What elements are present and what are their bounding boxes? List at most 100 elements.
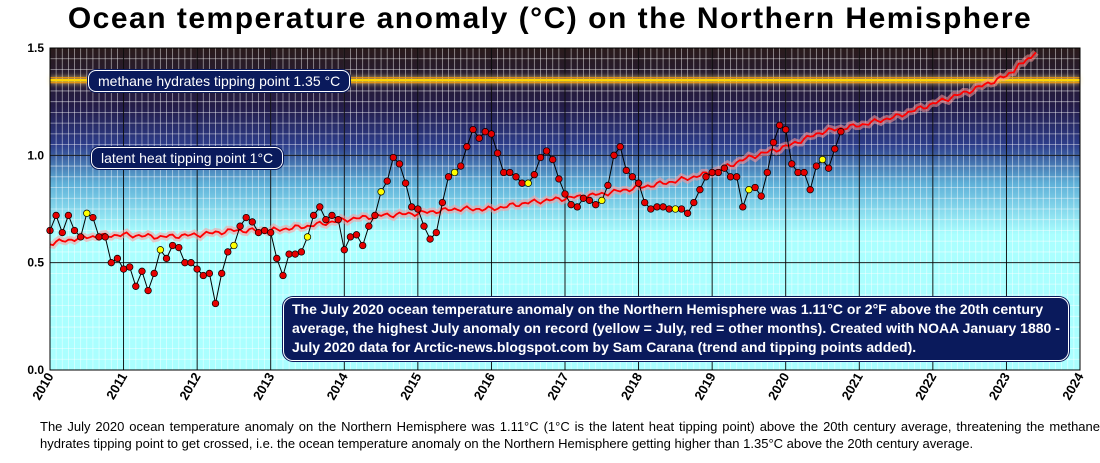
trend-line (49, 50, 1039, 249)
latent-heat-tipping-label: latent heat tipping point 1°C (91, 147, 284, 169)
month-data-point (132, 282, 140, 290)
month-data-point (782, 125, 790, 134)
month-data-point (720, 164, 729, 172)
month-data-point (334, 216, 342, 224)
month-data-point (297, 248, 306, 256)
month-data-point (579, 194, 588, 202)
month-data-point (211, 299, 220, 308)
month-data-point (254, 228, 263, 237)
plot-frame (49, 47, 1081, 371)
month-data-point (628, 173, 637, 181)
y-tick-label: 1.0 (27, 148, 44, 162)
month-data-point (837, 128, 845, 136)
month-data-point (659, 203, 667, 211)
month-data-point (585, 196, 594, 205)
july-data-point (745, 186, 753, 194)
july-data-point (230, 241, 238, 250)
month-data-point (58, 228, 66, 237)
month-data-point (812, 162, 821, 170)
month-data-point (555, 175, 563, 183)
month-data-point (260, 226, 269, 235)
month-data-point (224, 248, 232, 256)
month-data-point (107, 259, 115, 267)
month-data-point (168, 241, 177, 250)
month-data-point (457, 162, 465, 170)
x-tick-label: 2016 (471, 370, 498, 403)
month-data-point (414, 205, 422, 213)
month-data-point (714, 168, 722, 177)
month-data-point (677, 205, 686, 213)
x-tick-label: 2019 (691, 370, 718, 403)
month-data-point (806, 186, 814, 194)
month-data-point (444, 173, 453, 181)
month-data-point (469, 125, 477, 134)
month-data-point (475, 134, 483, 142)
month-data-point (187, 259, 195, 267)
month-data-point (567, 201, 575, 209)
month-data-point (463, 143, 471, 151)
month-data-point (549, 155, 557, 164)
month-data-point (763, 168, 771, 177)
x-tick-label: 2018 (618, 370, 645, 403)
month-data-point (518, 179, 526, 187)
info-annotation-box: The July 2020 ocean temperature anomaly … (283, 297, 1069, 361)
month-data-point (769, 138, 778, 147)
month-data-point (512, 173, 520, 181)
month-data-point (604, 181, 612, 190)
figure-caption: The July 2020 ocean temperature anomaly … (40, 419, 1100, 451)
month-data-point (647, 205, 655, 213)
chart-title: Ocean temperature anomaly (°C) on the No… (67, 2, 1033, 35)
month-data-point (506, 168, 514, 177)
month-data-point (530, 171, 538, 179)
month-data-point (592, 201, 600, 209)
month-data-point (401, 179, 410, 187)
x-tick-label: 2017 (544, 370, 571, 403)
month-data-point (653, 203, 661, 211)
month-data-point (365, 222, 373, 230)
month-data-point (536, 153, 545, 162)
month-data-point (113, 254, 122, 263)
x-tick-label: 2024 (1059, 369, 1087, 402)
x-tick-label: 2015 (397, 370, 424, 403)
x-tick-label: 2023 (986, 370, 1013, 403)
y-tick-labels: 0.0 0.5 1.0 1.5 (27, 41, 44, 377)
month-data-point (371, 211, 379, 220)
month-data-point (751, 183, 759, 192)
month-data-point (708, 168, 716, 177)
month-data-point (788, 160, 796, 168)
month-data-point (175, 243, 183, 252)
month-data-point (794, 168, 802, 177)
month-data-point (346, 233, 355, 241)
month-data-point (119, 265, 128, 273)
anomaly-line (49, 124, 842, 304)
july-data-point (377, 188, 385, 196)
july-data-point (83, 209, 91, 217)
month-data-point (279, 271, 287, 280)
month-data-point (634, 179, 643, 187)
x-tick-label: 2014 (323, 369, 351, 402)
month-data-point (352, 231, 361, 239)
month-data-point (291, 250, 299, 258)
month-data-point (432, 228, 440, 237)
month-data-point (273, 254, 281, 263)
month-data-point (162, 254, 171, 263)
month-data-point (665, 205, 673, 213)
x-tick-label: 2022 (912, 370, 939, 403)
month-data-point (493, 149, 502, 157)
month-data-point (181, 259, 189, 267)
month-data-point (267, 228, 275, 237)
month-data-point (248, 218, 256, 226)
month-data-point (389, 153, 397, 162)
month-data-point (138, 267, 146, 275)
month-data-point (236, 222, 244, 230)
month-data-point (573, 203, 581, 211)
month-data-point (739, 203, 747, 211)
july-data-point (671, 205, 680, 213)
month-data-point (144, 286, 152, 295)
month-data-point (420, 222, 428, 230)
trend-path (49, 51, 1037, 247)
month-data-point (218, 269, 226, 278)
methane-tipping-label: methane hydrates tipping point 1.35 °C (88, 70, 351, 92)
month-data-point (622, 166, 630, 175)
month-data-point (616, 143, 624, 151)
